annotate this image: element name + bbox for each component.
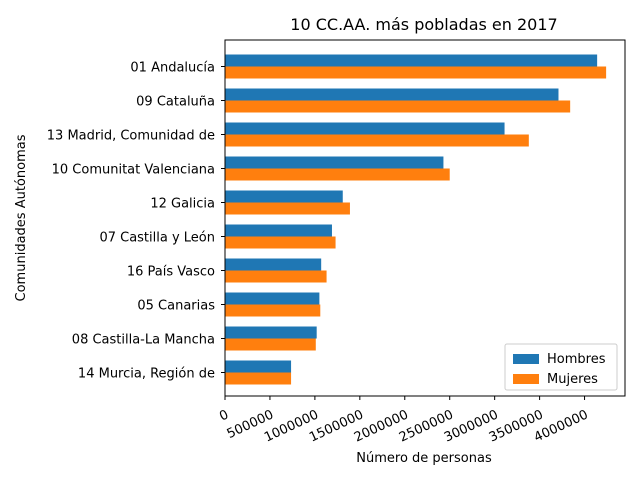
y-tick-label: 08 Castilla-La Mancha <box>72 333 215 348</box>
bar-mujeres-4 <box>225 202 350 215</box>
bar-mujeres-7 <box>225 304 321 317</box>
bar-hombres-3 <box>225 156 444 169</box>
bar-hombres-8 <box>225 326 317 339</box>
y-tick-label: 10 Comunitat Valenciana <box>52 163 215 178</box>
bar-mujeres-9 <box>225 372 292 385</box>
x-ticks: 0500000100000015000002000000250000030000… <box>217 396 591 446</box>
bar-mujeres-0 <box>225 66 607 79</box>
bar-mujeres-6 <box>225 270 327 283</box>
y-tick-label: 12 Galicia <box>150 197 215 212</box>
bar-hombres-7 <box>225 292 320 305</box>
legend-label-mujeres: Mujeres <box>547 372 598 387</box>
x-tick-label: 0 <box>217 407 231 424</box>
bar-mujeres-1 <box>225 100 571 113</box>
legend-label-hombres: Hombres <box>547 352 606 367</box>
bar-hombres-2 <box>225 122 505 135</box>
y-ticks: 01 Andalucía 09 Cataluña 13 Madrid, Comuni… <box>47 61 225 382</box>
bar-hombres-5 <box>225 224 332 237</box>
bar-hombres-9 <box>225 360 292 373</box>
bar-mujeres-2 <box>225 134 529 147</box>
bars-layer <box>225 54 607 385</box>
bar-hombres-1 <box>225 88 559 101</box>
y-axis-label: Comunidades Autónomas <box>14 134 29 301</box>
y-tick-label: 05 Canarias <box>137 299 215 314</box>
legend-swatch-hombres <box>513 354 539 364</box>
bar-mujeres-8 <box>225 338 316 351</box>
x-axis-label: Número de personas <box>356 451 492 466</box>
y-tick-label: 07 Castilla y León <box>99 231 215 246</box>
bar-mujeres-3 <box>225 168 450 181</box>
bar-hombres-0 <box>225 54 598 67</box>
y-tick-label: 14 Murcia, Región de <box>78 367 215 382</box>
bar-mujeres-5 <box>225 236 336 249</box>
y-tick-label: 13 Madrid, Comunidad de <box>47 129 215 144</box>
legend: Hombres Mujeres <box>504 343 618 391</box>
bar-hombres-4 <box>225 190 343 203</box>
chart-title: 10 CC.AA. más pobladas en 2017 <box>290 15 557 34</box>
plot-frame <box>224 39 626 397</box>
y-tick-label: 01 Andalucía <box>130 61 215 76</box>
bar-hombres-6 <box>225 258 322 271</box>
legend-swatch-mujeres <box>513 374 539 384</box>
y-tick-label: 16 País Vasco <box>127 265 215 280</box>
y-tick-label: 09 Cataluña <box>136 95 215 110</box>
axes-layer <box>224 39 626 397</box>
